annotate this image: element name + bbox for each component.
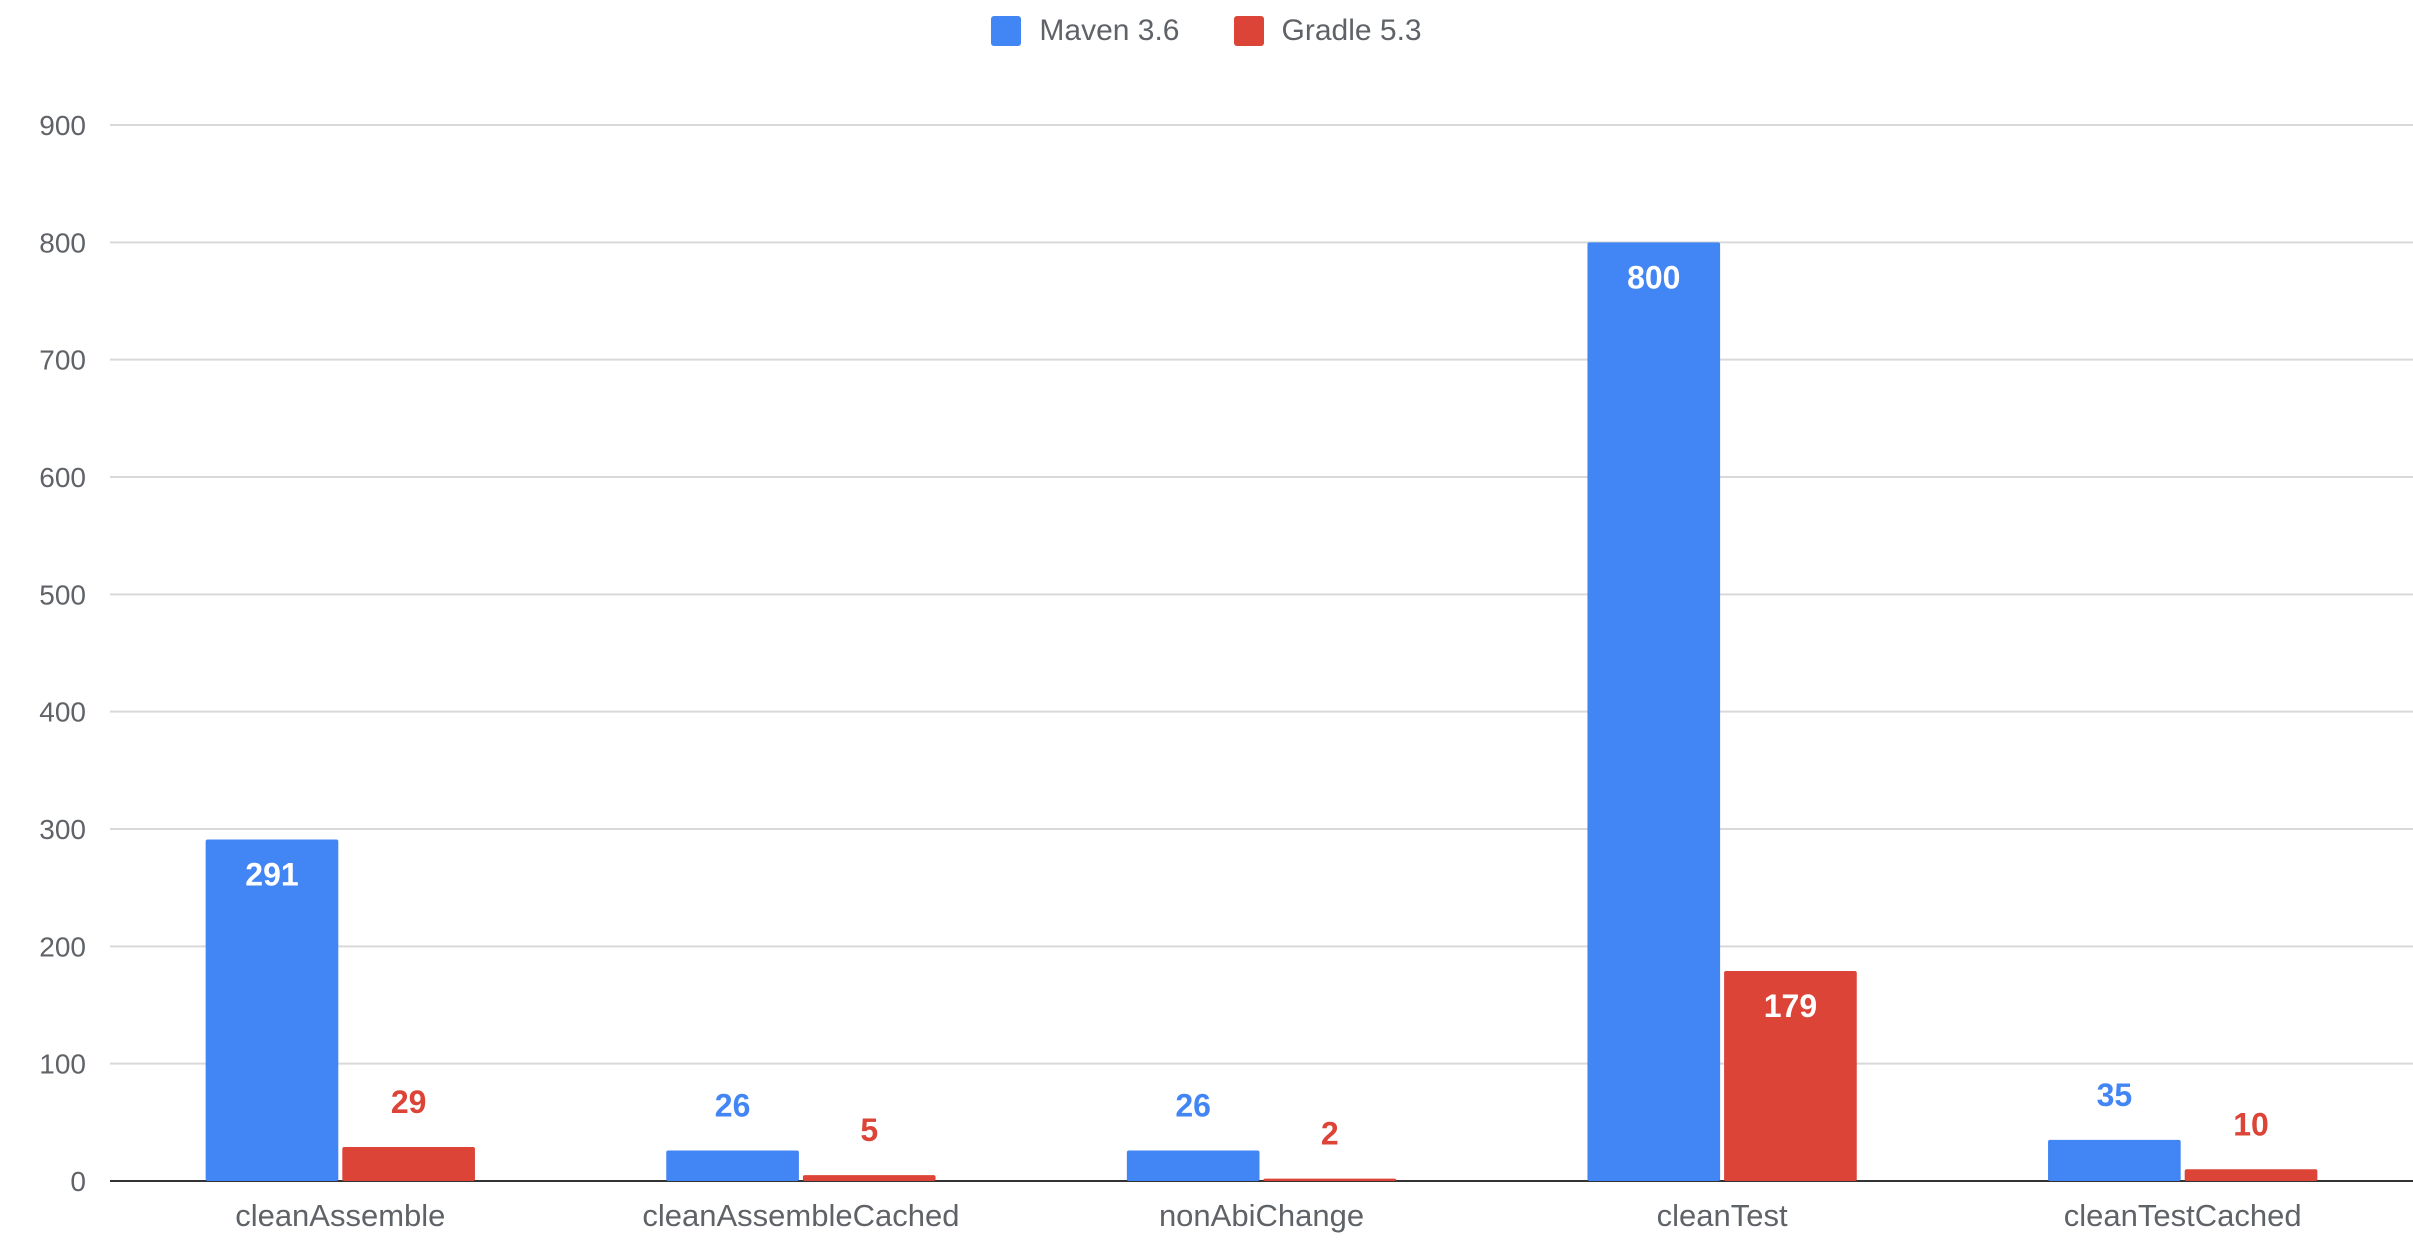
bar-maven-nonAbiChange: [1126, 1150, 1260, 1181]
bar-maven-cleanTestCached: [2048, 1139, 2181, 1181]
y-tick-label: 700: [39, 345, 86, 376]
data-label: 2: [1321, 1116, 1339, 1152]
x-tick-label: nonAbiChange: [1159, 1198, 1364, 1233]
legend-label-gradle: Gradle 5.3: [1281, 14, 1422, 47]
data-label: 26: [1175, 1087, 1211, 1123]
x-tick-label: cleanAssemble: [235, 1198, 445, 1233]
data-label: 5: [860, 1112, 878, 1148]
y-tick-label: 300: [39, 814, 86, 845]
bar-maven-cleanAssembleCached: [666, 1150, 799, 1181]
x-tick-label: cleanTest: [1657, 1198, 1788, 1233]
y-tick-label: 100: [39, 1049, 86, 1080]
legend-item-gradle: Gradle 5.3: [1233, 14, 1422, 48]
y-tick-label: 0: [70, 1166, 86, 1197]
data-label: 291: [245, 857, 298, 893]
bar-maven-cleanTest: [1587, 242, 1721, 1182]
x-tick-label: cleanAssembleCached: [642, 1198, 959, 1233]
bar-gradle-cleanAssemble: [342, 1146, 475, 1181]
y-tick-label: 500: [39, 579, 86, 610]
y-tick-label: 200: [39, 931, 86, 962]
data-label: 35: [2097, 1077, 2133, 1113]
bar-gradle-cleanTestCached: [2184, 1169, 2318, 1181]
data-label: 26: [715, 1087, 751, 1123]
bar-gradle-cleanTest: [1724, 970, 1857, 1181]
y-tick-label: 600: [39, 462, 86, 493]
bar-gradle-nonAbiChange: [1263, 1178, 1397, 1181]
data-label: 800: [1627, 259, 1680, 295]
legend-item-maven: Maven 3.6: [991, 14, 1180, 48]
data-label: 10: [2233, 1106, 2269, 1142]
data-label: 179: [1764, 988, 1817, 1024]
legend-swatch-maven: [991, 16, 1022, 46]
y-tick-label: 900: [39, 110, 86, 141]
bar-gradle-cleanAssembleCached: [802, 1175, 936, 1181]
data-label: 29: [391, 1084, 427, 1120]
legend-label-maven: Maven 3.6: [1039, 14, 1180, 47]
bar-maven-cleanAssemble: [205, 839, 339, 1181]
x-tick-label: cleanTestCached: [2064, 1198, 2302, 1233]
y-tick-label: 800: [39, 227, 86, 258]
legend: Maven 3.6 Gradle 5.3: [0, 14, 2413, 48]
y-tick-label: 400: [39, 697, 86, 728]
legend-swatch-gradle: [1233, 16, 1264, 46]
